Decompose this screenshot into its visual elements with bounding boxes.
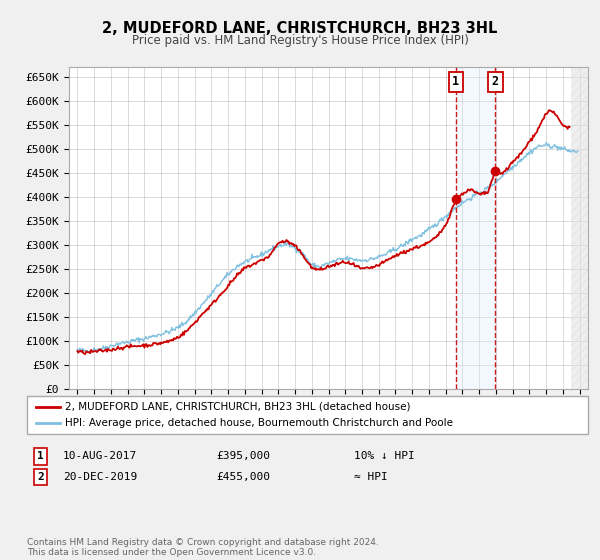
Text: 1: 1 — [37, 451, 44, 461]
Text: 10-AUG-2017: 10-AUG-2017 — [63, 451, 137, 461]
Text: £395,000: £395,000 — [216, 451, 270, 461]
Text: 20-DEC-2019: 20-DEC-2019 — [63, 472, 137, 482]
Text: HPI: Average price, detached house, Bournemouth Christchurch and Poole: HPI: Average price, detached house, Bour… — [65, 418, 453, 428]
Text: 2, MUDEFORD LANE, CHRISTCHURCH, BH23 3HL: 2, MUDEFORD LANE, CHRISTCHURCH, BH23 3HL — [103, 21, 497, 36]
Text: 2: 2 — [37, 472, 44, 482]
Text: 2, MUDEFORD LANE, CHRISTCHURCH, BH23 3HL (detached house): 2, MUDEFORD LANE, CHRISTCHURCH, BH23 3HL… — [65, 402, 410, 412]
Bar — [456, 67, 496, 389]
Text: 1: 1 — [452, 75, 460, 88]
Text: £455,000: £455,000 — [216, 472, 270, 482]
Bar — [571, 67, 588, 389]
Text: ≈ HPI: ≈ HPI — [354, 472, 388, 482]
Text: 10% ↓ HPI: 10% ↓ HPI — [354, 451, 415, 461]
Text: Price paid vs. HM Land Registry's House Price Index (HPI): Price paid vs. HM Land Registry's House … — [131, 34, 469, 46]
Text: 2: 2 — [492, 75, 499, 88]
Text: Contains HM Land Registry data © Crown copyright and database right 2024.
This d: Contains HM Land Registry data © Crown c… — [27, 538, 379, 557]
